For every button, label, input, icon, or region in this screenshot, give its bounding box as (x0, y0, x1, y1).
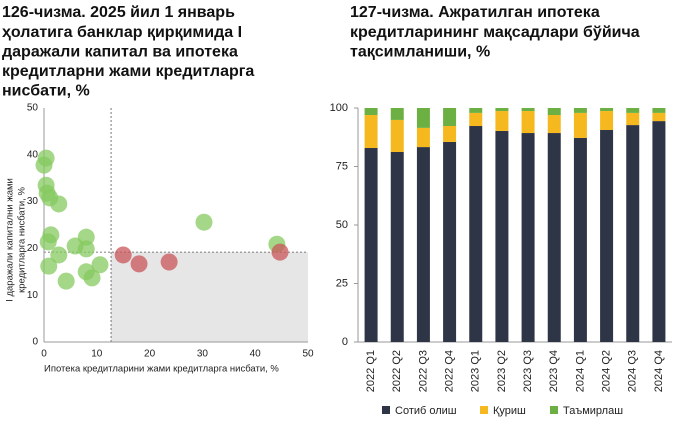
bubble (91, 256, 109, 274)
bar-segment (547, 133, 561, 342)
bubble (271, 243, 289, 261)
y-tick-label: 100 (330, 102, 348, 114)
y-tick-label: 50 (27, 103, 39, 114)
bar-segment (443, 108, 457, 127)
y-axis-label: I даражали капитални жами (5, 178, 16, 302)
bar-segment (521, 111, 535, 134)
x-tick-label: 0 (41, 349, 47, 360)
bubble (57, 272, 75, 290)
bubble (195, 213, 213, 231)
y-tick-label: 25 (336, 277, 348, 289)
bar-segment (495, 111, 509, 131)
x-tick-label: 2024 Q2 (600, 350, 612, 392)
y-tick-label: 0 (342, 336, 348, 348)
x-tick-label: 40 (250, 349, 262, 360)
bar-segment (652, 108, 666, 113)
bubble (50, 246, 68, 264)
x-tick-label: 20 (144, 349, 156, 360)
y-tick-label: 40 (27, 149, 39, 160)
bar-segment (573, 108, 587, 113)
chart-title: 127-чизма. Ажратилган ипотека (350, 4, 600, 21)
y-axis-label: кредитларга нисбати, % (17, 187, 28, 293)
x-tick-label: 2022 Q1 (365, 350, 377, 392)
y-tick-label: 30 (27, 196, 39, 207)
y-tick-label: 0 (32, 337, 38, 348)
x-axis-label: Ипотека кредитларини жами кредитларга ни… (44, 364, 279, 375)
bubble (160, 253, 178, 271)
legend-label: Қуриш (493, 405, 526, 417)
legend-swatch (480, 406, 488, 414)
bar-segment (495, 130, 509, 342)
bar-segment (626, 112, 640, 126)
bubble (35, 156, 53, 174)
bar-segment (547, 115, 561, 134)
bar-segment (390, 151, 404, 342)
x-tick-label: 2024 Q1 (574, 350, 586, 392)
bar-segment (390, 119, 404, 152)
legend-label: Сотиб олиш (395, 405, 457, 417)
x-tick-label: 50 (302, 349, 314, 360)
chart-title: 126-чизма. 2025 йил 1 январь (2, 4, 235, 21)
x-tick-label: 2023 Q4 (548, 350, 560, 392)
x-tick-label: 2024 Q3 (627, 350, 639, 392)
legend-swatch (550, 406, 558, 414)
bubble (77, 228, 95, 246)
bar-segment (626, 125, 640, 342)
bar-segment (521, 108, 535, 112)
bar-segment (443, 141, 457, 342)
bar-segment (600, 108, 614, 112)
bar-segment (600, 129, 614, 342)
chart-title: ҳолатига банклар қирқимида I (2, 24, 242, 41)
bar-segment (364, 115, 378, 149)
bar-segment (547, 108, 561, 116)
bar-segment (416, 147, 430, 342)
bubble (83, 269, 101, 287)
x-tick-label: 30 (197, 349, 209, 360)
x-tick-label: 2022 Q2 (391, 350, 403, 392)
bar-segment (652, 121, 666, 342)
x-tick-label: 10 (91, 349, 103, 360)
bar-segment (469, 108, 483, 113)
bar-segment (443, 126, 457, 142)
bubble (77, 240, 95, 258)
bar-segment (600, 111, 614, 130)
y-tick-label: 75 (336, 160, 348, 172)
bar-segment (573, 112, 587, 138)
bar-segment (626, 108, 640, 113)
bar-segment (573, 137, 587, 342)
x-tick-label: 2023 Q1 (470, 350, 482, 392)
y-tick-label: 20 (27, 243, 39, 254)
x-tick-label: 2022 Q3 (417, 350, 429, 392)
x-tick-label: 2023 Q2 (496, 350, 508, 392)
bar-segment (469, 126, 483, 342)
bar-segment (390, 108, 404, 120)
chart-title: кредитларни жами кредитларга (2, 63, 254, 80)
bar-segment (469, 112, 483, 127)
bubble (114, 246, 132, 264)
chart-title: тақсимланиши, % (350, 43, 490, 60)
bar-segment (416, 108, 430, 128)
bar-segment (495, 108, 509, 112)
bar-segment (652, 112, 666, 122)
x-tick-label: 2024 Q4 (653, 350, 665, 392)
bubble (130, 255, 148, 273)
chart-title: даражали капитал ва ипотека (2, 43, 238, 60)
bar-segment (364, 148, 378, 342)
x-tick-label: 2022 Q4 (443, 350, 455, 392)
y-tick-label: 50 (336, 219, 348, 231)
bar-segment (364, 108, 378, 116)
bubble (40, 257, 58, 275)
x-tick-label: 2023 Q3 (522, 350, 534, 392)
bar-segment (521, 133, 535, 342)
legend-swatch (382, 406, 390, 414)
bubble (39, 233, 57, 251)
chart-title: нисбати, % (2, 83, 90, 100)
y-tick-label: 10 (27, 290, 39, 301)
chart-title: кредитларининг мақсадлари бўйича (350, 24, 640, 41)
bubble (50, 195, 68, 213)
legend-label: Таъмирлаш (563, 405, 623, 417)
bar-segment (416, 127, 430, 148)
